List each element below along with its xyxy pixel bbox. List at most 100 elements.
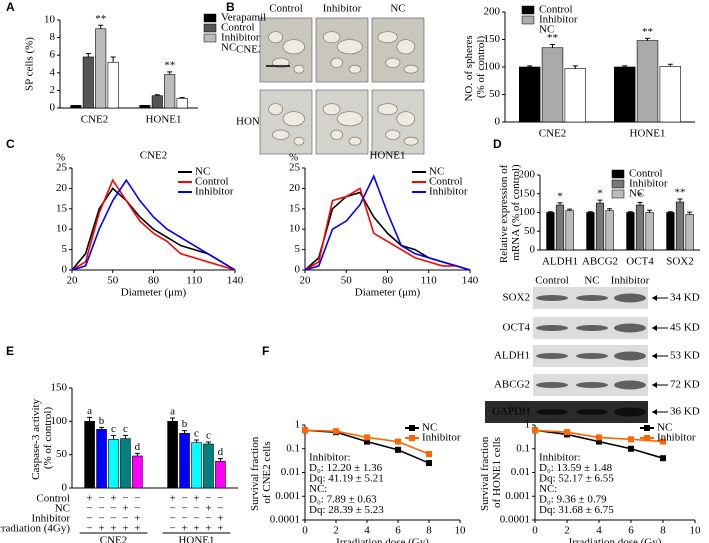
sphere: [396, 111, 416, 127]
panel-letter: A: [6, 0, 15, 14]
error-bar: [622, 65, 628, 67]
sphere: [268, 31, 284, 44]
point: [395, 446, 401, 453]
y-tick-label: 100: [484, 61, 501, 73]
bar: [84, 421, 95, 489]
x-tick-label: 2: [564, 525, 570, 537]
bar: [613, 66, 636, 123]
y-tick-label: 25: [56, 162, 68, 174]
condition-sign: −: [193, 503, 199, 515]
sphere: [271, 57, 290, 69]
bar: [96, 429, 107, 489]
significance-label: d: [218, 446, 224, 458]
point: [395, 438, 401, 445]
condition-sign: +: [193, 493, 199, 505]
x-tick-label: 8: [660, 525, 666, 537]
x-tick-label: CNE2: [81, 114, 109, 126]
condition-sign: −: [134, 503, 140, 515]
bar: [151, 95, 163, 109]
bar: [132, 455, 143, 489]
y-tick-label: 100: [51, 415, 68, 427]
annotation: Dq: 41.19 ± 5.21: [309, 473, 384, 485]
condition-sign: −: [181, 493, 187, 505]
legend-label: Inhibitor: [422, 432, 461, 444]
condition-sign: −: [86, 513, 92, 525]
x-tick-label: 4: [596, 525, 602, 537]
annotation: Dq: 52.17 ± 6.55: [539, 473, 614, 485]
point: [364, 434, 370, 441]
bar: [215, 461, 226, 489]
error-bar: [637, 201, 643, 205]
y-tick-label: 0.0001: [500, 514, 530, 526]
legend-swatch: [203, 33, 217, 43]
blot-band: [536, 295, 568, 301]
error-bar: [110, 56, 116, 63]
significance-label: c: [111, 423, 116, 435]
x-tick-label: 6: [395, 525, 401, 537]
error-bar: [167, 71, 173, 75]
y-tick-label: 25: [289, 162, 301, 174]
error-bar: [170, 417, 176, 422]
panel-letter: C: [6, 137, 15, 151]
error-bar: [182, 430, 188, 434]
condition-sign: −: [122, 513, 128, 525]
y-tick-label: 100: [519, 206, 536, 218]
condition-label: NC: [55, 503, 70, 515]
x-tick-label: 50: [341, 275, 353, 287]
x-axis-label: Irradiation dose (Gy): [569, 537, 662, 543]
error-bar: [597, 199, 603, 204]
y-tick-label: 0: [62, 264, 68, 276]
sphere: [377, 103, 398, 116]
blot-band: [536, 382, 568, 388]
sphere: [293, 136, 305, 146]
significance-label: **: [95, 13, 106, 25]
bar: [595, 202, 605, 251]
y-tick-label: 0.1: [286, 442, 300, 454]
point: [628, 436, 634, 443]
image-column-label: Inhibitor: [323, 3, 362, 15]
y-tick-label: 50: [56, 448, 68, 460]
x-tick-label: 140: [462, 275, 479, 287]
y-tick-label: 10: [44, 14, 56, 26]
error-bar: [122, 434, 128, 439]
blot-gapdh-label-bg: [485, 401, 533, 423]
condition-sign: +: [217, 513, 223, 525]
sphere: [377, 31, 398, 44]
x-tick-label: 20: [300, 275, 312, 287]
error-bar: [647, 209, 653, 213]
bar: [120, 438, 131, 489]
significance-label: c: [206, 430, 211, 442]
x-tick-label: HONE1: [178, 535, 214, 543]
condition-sign: +: [122, 523, 128, 535]
legend-label: NC: [539, 24, 554, 36]
blot-size-label: 36 KD: [670, 406, 700, 418]
y-tick-label: 1: [295, 419, 301, 431]
legend-label: Control: [221, 22, 255, 34]
y-tick-label: 15: [56, 202, 68, 214]
x-tick-label: 0: [302, 525, 308, 537]
legend-label: NC: [422, 422, 437, 434]
blot-protein-label: GAPDH: [492, 406, 530, 418]
condition-sign: −: [205, 513, 211, 525]
blot-band: [614, 407, 646, 417]
annotation: D₀: 12.20 ± 1.36: [309, 462, 383, 474]
condition-sign: −: [181, 513, 187, 525]
legend-label: Inhibitor: [657, 432, 696, 444]
annotation: NC:: [539, 483, 557, 495]
blot-band: [576, 353, 608, 359]
point: [532, 427, 538, 434]
condition-sign: −: [181, 503, 187, 515]
error-bar: [179, 96, 185, 99]
panel-letter: F: [262, 344, 269, 358]
y-tick-label: 2: [50, 84, 56, 96]
x-tick-label: 10: [455, 525, 467, 537]
point: [596, 438, 602, 445]
sphere: [336, 111, 363, 127]
blot-arrowhead: [652, 409, 657, 415]
x-axis-label: Diameter (μm): [121, 287, 187, 299]
condition-sign: −: [86, 503, 92, 515]
bar: [659, 66, 682, 123]
bar: [565, 210, 574, 251]
sphere: [385, 129, 401, 141]
y-tick-label: 8: [50, 31, 56, 43]
